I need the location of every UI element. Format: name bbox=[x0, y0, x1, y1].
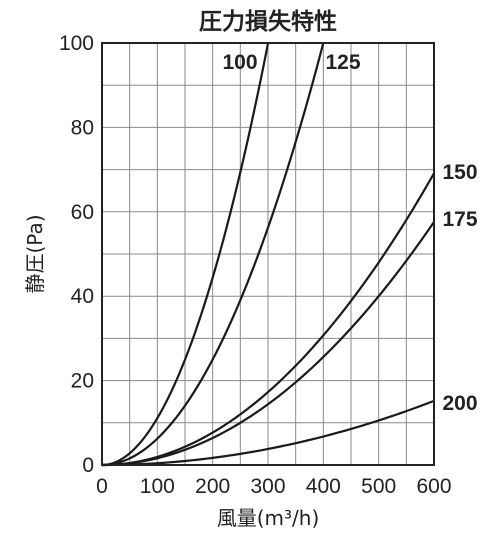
series-label-200: 200 bbox=[442, 392, 477, 415]
y-tick-label: 100 bbox=[59, 32, 94, 55]
series-line-125 bbox=[101, 42, 325, 467]
series-label-125: 125 bbox=[325, 51, 360, 74]
x-axis-label: 風量(m³/h) bbox=[217, 506, 320, 530]
x-tick-label: 200 bbox=[195, 475, 230, 498]
x-tick-label: 600 bbox=[416, 475, 451, 498]
x-tick-label: 0 bbox=[96, 475, 108, 498]
series-label-175: 175 bbox=[442, 208, 477, 231]
y-tick-label: 40 bbox=[71, 285, 94, 308]
x-tick-label: 500 bbox=[361, 475, 396, 498]
x-tick-label: 100 bbox=[140, 475, 175, 498]
x-tick-label: 300 bbox=[250, 475, 285, 498]
y-tick-label: 60 bbox=[71, 201, 94, 224]
y-tick-labels: 0 20 40 60 80 100 bbox=[59, 32, 94, 477]
y-tick-label: 20 bbox=[71, 370, 94, 393]
y-tick-label: 80 bbox=[71, 116, 94, 139]
series-line-175 bbox=[101, 221, 435, 467]
series-label-150: 150 bbox=[442, 161, 477, 184]
series-line-100 bbox=[101, 42, 270, 467]
chart-title: 圧力損失特性 bbox=[199, 9, 337, 35]
series-label-100: 100 bbox=[222, 51, 257, 74]
series-line-200 bbox=[101, 399, 435, 467]
x-tick-label: 400 bbox=[306, 475, 341, 498]
series-labels: 100 125 150 175 200 bbox=[222, 51, 477, 415]
grid bbox=[102, 43, 434, 465]
series-curves bbox=[101, 42, 435, 467]
series-line-150 bbox=[101, 172, 435, 467]
y-axis-label: 静圧(Pa) bbox=[23, 214, 47, 293]
y-tick-label: 0 bbox=[82, 454, 94, 477]
x-tick-labels: 0 100 200 300 400 500 600 bbox=[96, 475, 451, 498]
plot-frame bbox=[101, 42, 435, 466]
